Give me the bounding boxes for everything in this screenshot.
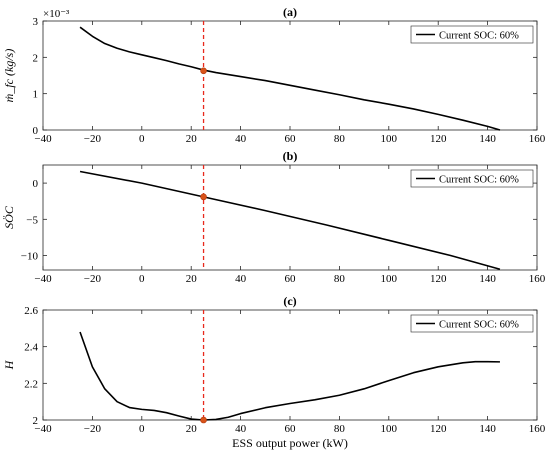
y-tick-label: 2 [33,52,39,64]
y-exponent-label: ×10⁻³ [43,8,70,20]
legend-label: Current SOC: 60% [439,320,519,331]
legend: Current SOC: 60% [410,169,534,188]
x-tick-label: 80 [334,133,346,145]
x-tick-label: 60 [285,423,297,435]
x-tick-label: 60 [285,273,297,285]
y-tick-label: 1 [33,89,39,101]
legend: Current SOC: 60% [410,314,534,333]
panel-c: (c) −40 −20 0 20 40 60 80 100 120 140 160 2 2.2 2.4 2.6… [2,294,546,450]
y-axis-label: H [2,359,16,370]
x-tick-label: 100 [381,133,398,145]
x-tick-label: −40 [34,133,52,145]
x-tick-label: −20 [84,133,102,145]
x-tick-label: 100 [381,273,398,285]
legend: Current SOC: 60% [410,25,534,44]
y-axis-label: SÖC [1,205,16,229]
x-tick-label: 140 [479,273,496,285]
x-axis-label: ESS output power (kW) [232,436,348,450]
x-tick-label: 140 [479,133,496,145]
x-tick-label: 120 [430,273,447,285]
y-tick-label: −5 [26,214,38,226]
x-tick-label: −40 [34,423,52,435]
x-tick-label: −40 [34,273,52,285]
panel-a: (a) −40 −20 0 20 40 60 80 100 120 140 160 0 1 2 3 ×10⁻³ ṁ… [2,5,546,145]
series-line [79,26,501,131]
x-tick-label: 80 [334,273,346,285]
legend-box [410,169,534,188]
x-tick-label: 140 [479,423,496,435]
x-tick-label: −20 [84,423,102,435]
y-tick-label: 2.6 [24,305,38,317]
x-tick-label: 160 [529,423,546,435]
x-tick-label: 20 [186,273,198,285]
x-tick-label: −20 [84,273,102,285]
x-tick-label: 60 [285,133,297,145]
x-tick-label: 20 [186,133,198,145]
legend-label: Current SOC: 60% [439,31,519,42]
series-line [79,170,501,271]
operating-point-marker [200,193,207,201]
x-tick-label: 0 [139,273,145,285]
operating-point-marker [200,67,207,75]
y-tick-label: 2 [33,415,39,427]
x-tick-label: 0 [139,423,145,435]
x-tick-label: 100 [381,423,398,435]
x-tick-label: 40 [235,423,247,435]
legend-box [410,314,534,333]
x-tick-label: 80 [334,423,346,435]
y-tick-label: 3 [33,16,39,28]
panel-title: (a) [283,5,297,19]
y-tick-label: 0 [33,178,39,190]
x-tick-label: 160 [529,133,546,145]
panel-title: (c) [283,294,296,308]
series-line [79,331,500,421]
x-tick-label: 40 [235,273,247,285]
x-tick-label: 0 [139,133,145,145]
legend-label: Current SOC: 60% [439,175,519,186]
x-tick-label: 40 [235,133,247,145]
y-axis-label: ṁ_fc (kg/s) [2,49,16,103]
y-tick-label: 2.4 [24,342,38,354]
x-tick-label: 160 [529,273,546,285]
legend-box [410,25,534,44]
operating-point-marker [200,416,207,424]
y-tick-label: 2.2 [24,378,38,390]
y-tick-label: 0 [33,125,39,137]
x-tick-label: 120 [430,133,447,145]
x-tick-label: 120 [430,423,447,435]
panel-b: (b) −40 −20 0 20 40 60 80 100 120 140 160 −10 −5 0 SÖC C… [1,149,546,285]
panel-title: (b) [283,149,298,163]
y-tick-label: −10 [21,251,39,263]
x-tick-label: 20 [186,423,198,435]
